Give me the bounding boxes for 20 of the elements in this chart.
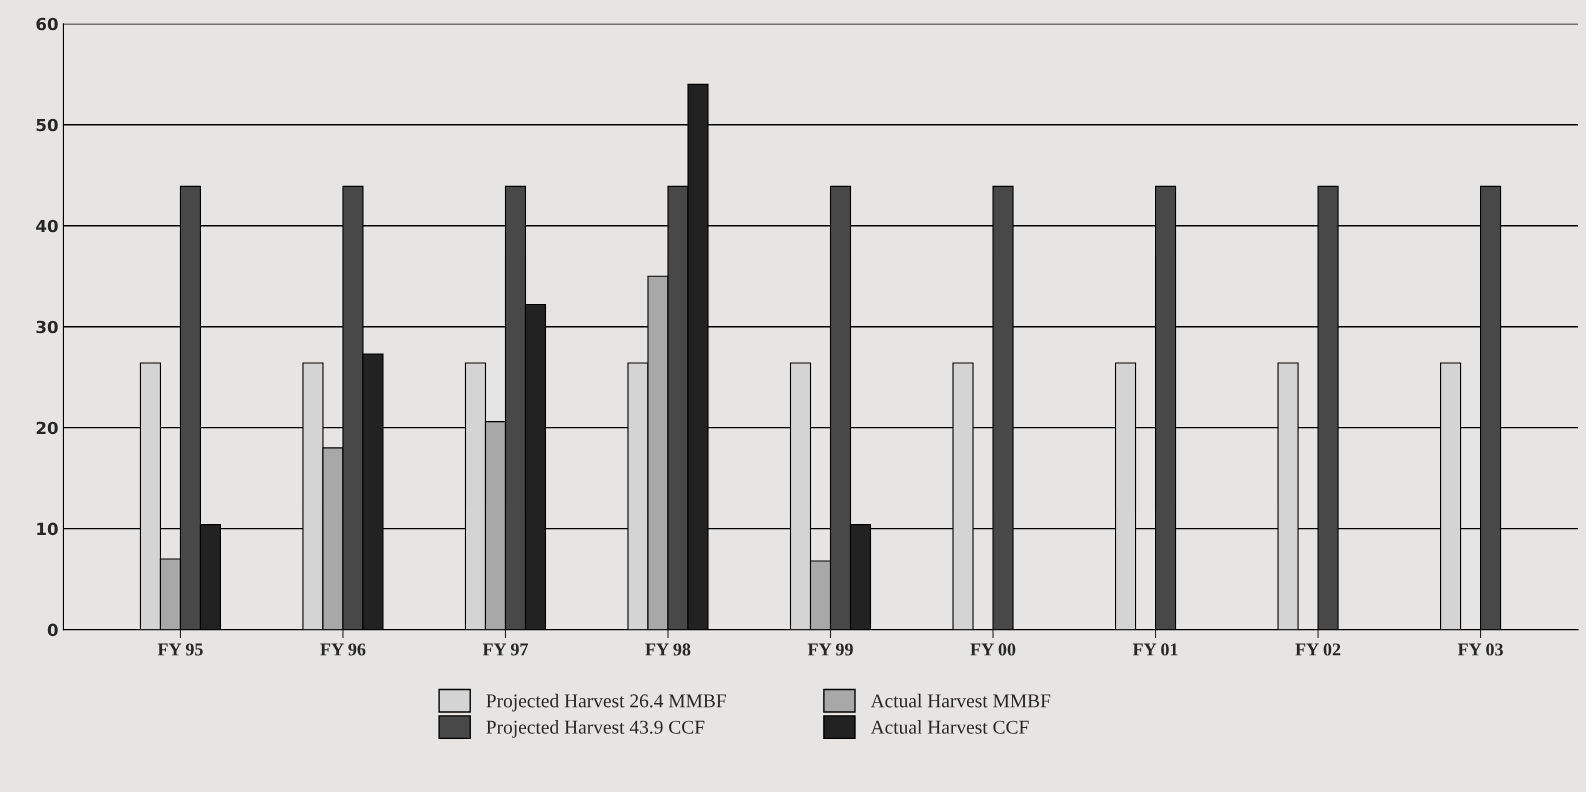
y-tick-label: 50 (36, 118, 58, 132)
x-tick-label: FY 03 (1457, 643, 1503, 656)
y-tick-label: 10 (37, 522, 58, 536)
x-tick-label: FY 98 (645, 643, 691, 656)
y-tick-label: 60 (36, 17, 58, 31)
x-tick-label: FY 02 (1295, 643, 1341, 656)
x-tick-label: FY 95 (157, 643, 203, 656)
y-tick-label: 0 (47, 623, 58, 637)
legend-label: Projected Harvest 26.4 MMBF (486, 693, 726, 712)
y-tick-label: 30 (36, 320, 58, 334)
x-tick-label: FY 97 (482, 643, 529, 656)
x-tick-label: FY 01 (1132, 643, 1178, 656)
x-tick-label: FY 99 (807, 643, 853, 656)
legend-label: Projected Harvest 43.9 CCF (486, 720, 705, 738)
legend-label: Actual Harvest MMBF (870, 693, 1051, 708)
x-tick-label: FY 00 (970, 643, 1016, 656)
x-tick-label: FY 96 (320, 643, 366, 656)
y-tick-label: 20 (36, 421, 58, 435)
y-tick-label: 40 (36, 219, 58, 233)
legend-label: Actual Harvest CCF (870, 720, 1029, 734)
